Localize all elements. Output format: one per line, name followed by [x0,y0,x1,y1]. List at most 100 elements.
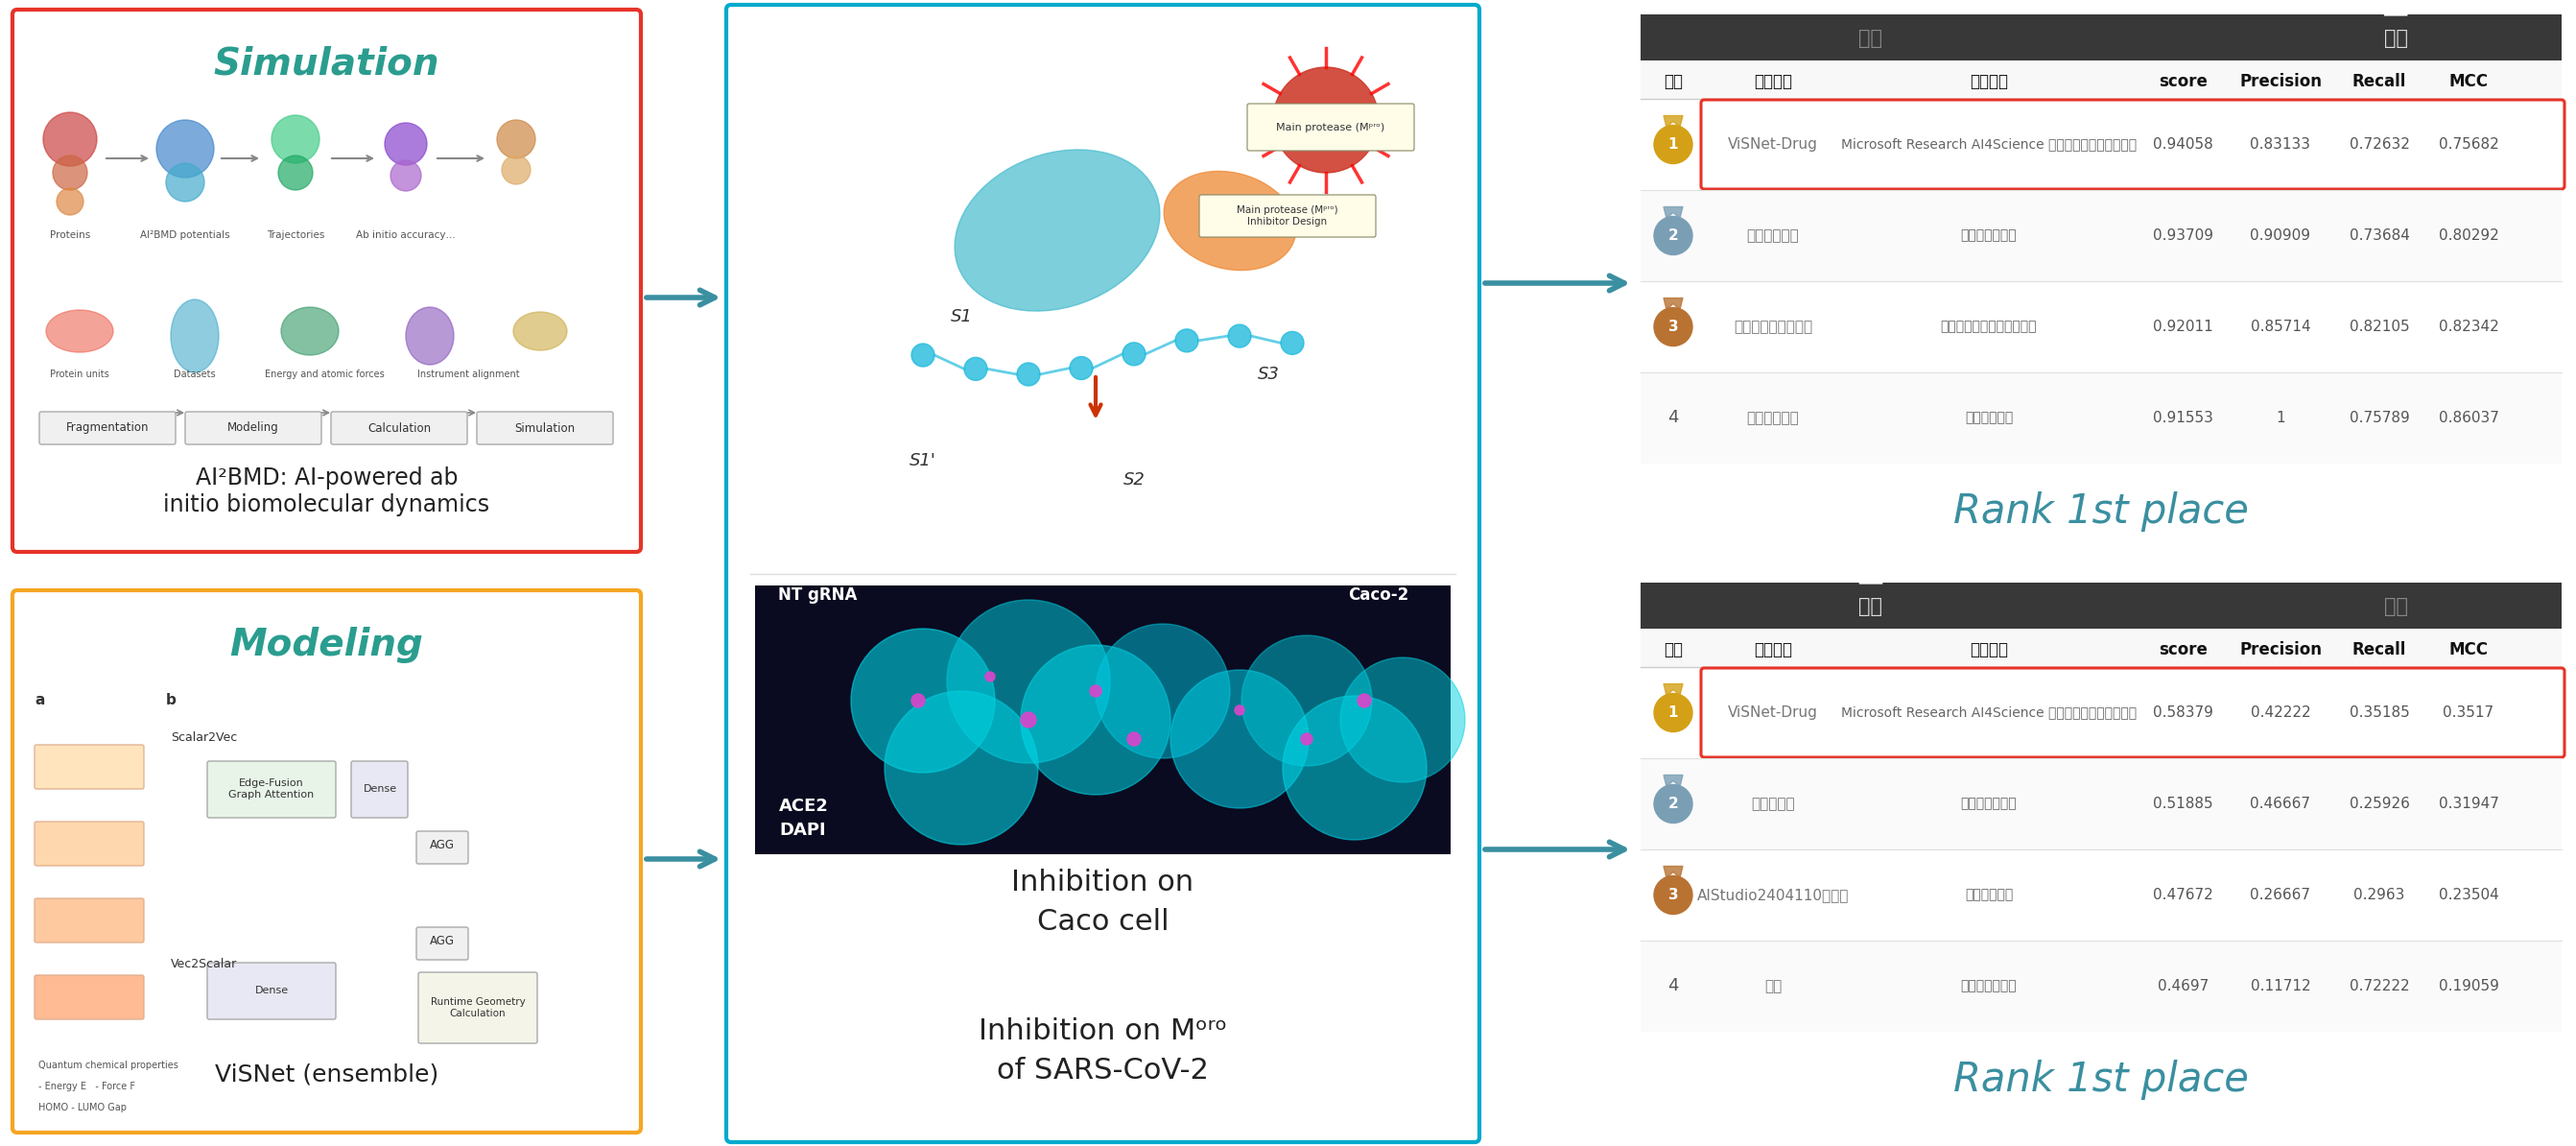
Circle shape [912,694,925,707]
Text: 碛基互补配队: 碛基互补配队 [1747,410,1798,425]
FancyBboxPatch shape [350,761,407,818]
Circle shape [1090,685,1103,697]
Circle shape [1654,785,1692,823]
Text: 0.82105: 0.82105 [2349,320,2409,333]
Text: 0.90909: 0.90909 [2251,228,2311,243]
Text: 复赛: 复赛 [1860,597,1883,617]
FancyBboxPatch shape [33,898,144,942]
Circle shape [497,120,536,158]
Text: Ab initio accuracy…: Ab initio accuracy… [355,230,456,240]
Text: NT gRNA: NT gRNA [778,587,858,604]
Text: S2: S2 [1123,471,1144,488]
Circle shape [502,156,531,185]
Text: DAPI: DAPI [778,822,827,839]
Text: 0.2963: 0.2963 [2354,888,2406,902]
Text: 0.23504: 0.23504 [2439,888,2499,902]
Circle shape [1654,876,1692,915]
Circle shape [270,116,319,163]
Text: 0.75682: 0.75682 [2439,138,2499,151]
Text: Scalar2Vec: Scalar2Vec [170,731,237,744]
FancyBboxPatch shape [13,9,641,552]
Text: 0.58379: 0.58379 [2154,706,2213,720]
Text: S1: S1 [951,308,971,325]
Bar [1641,941,2561,1031]
FancyBboxPatch shape [33,745,144,788]
Text: 0.82342: 0.82342 [2439,320,2499,333]
Text: 4: 4 [1667,978,1680,995]
Text: Dense: Dense [363,784,397,794]
Circle shape [1654,307,1692,346]
Ellipse shape [513,312,567,351]
Bar [1641,629,2561,667]
Text: a: a [33,693,44,708]
Bar [755,586,1450,854]
Text: 0.93709: 0.93709 [2154,228,2213,243]
Bar [1641,582,2561,629]
Polygon shape [1664,298,1682,309]
Text: Recall: Recall [2352,641,2406,659]
Text: 0.75789: 0.75789 [2349,410,2409,425]
Circle shape [884,691,1038,845]
Circle shape [384,123,428,165]
Circle shape [1358,694,1370,707]
FancyBboxPatch shape [417,831,469,864]
Text: 1: 1 [1669,138,1677,151]
Bar [1641,61,2561,99]
Text: 3: 3 [1669,888,1680,902]
Text: score: score [2159,641,2208,659]
Text: - Energy E   - Force F: - Energy E - Force F [39,1082,137,1091]
Text: Datasets: Datasets [173,369,216,379]
Text: 1: 1 [1669,706,1677,720]
Bar [1641,667,2561,759]
Polygon shape [1664,775,1682,786]
Circle shape [1128,732,1141,746]
Text: 0.72222: 0.72222 [2349,979,2409,994]
Text: 0.19059: 0.19059 [2439,979,2499,994]
Text: 0.35185: 0.35185 [2349,706,2409,720]
Text: ACE2: ACE2 [778,798,829,815]
Text: 初赛: 初赛 [2383,29,2409,48]
Circle shape [1229,324,1252,347]
Text: 0.94058: 0.94058 [2154,138,2213,151]
Circle shape [1273,68,1378,173]
Text: 0.11712: 0.11712 [2251,979,2311,994]
FancyBboxPatch shape [477,411,613,445]
Text: 昆明理工大学: 昆明理工大学 [1965,411,2012,425]
Text: Protein units: Protein units [49,369,108,379]
Text: Inhibition on Mᵒʳᵒ
of SARS-CoV-2: Inhibition on Mᵒʳᵒ of SARS-CoV-2 [979,1018,1226,1084]
Text: Rank 1st place: Rank 1st place [1953,1060,2249,1100]
Text: 0.3517: 0.3517 [2442,706,2494,720]
Ellipse shape [170,299,219,372]
Bar [1641,759,2561,849]
Circle shape [963,358,987,380]
FancyBboxPatch shape [33,822,144,865]
Text: 中国科学院大学: 中国科学院大学 [1960,229,2017,242]
Text: Precision: Precision [2239,641,2321,659]
Polygon shape [2385,2,2409,15]
Text: 1: 1 [2275,410,2285,425]
Text: 0.47672: 0.47672 [2154,888,2213,902]
Circle shape [57,188,82,215]
Circle shape [1123,343,1146,366]
Circle shape [984,672,994,682]
Text: ViSNet (ensemble): ViSNet (ensemble) [214,1063,438,1086]
Text: Recall: Recall [2352,73,2406,91]
FancyBboxPatch shape [13,590,641,1132]
Text: score: score [2159,73,2208,91]
FancyBboxPatch shape [417,927,469,960]
Ellipse shape [281,307,337,355]
Text: 南京冰鉴信息科技有限公司: 南京冰鉴信息科技有限公司 [1940,320,2038,333]
Text: ViSNet-Drug: ViSNet-Drug [1728,706,1819,720]
Polygon shape [1664,116,1682,127]
Text: 2: 2 [1669,796,1680,811]
Text: HOMO - LUMO Gap: HOMO - LUMO Gap [39,1102,126,1113]
Text: Modeling: Modeling [229,627,422,664]
Text: 0.51885: 0.51885 [2154,796,2213,811]
Text: 0.26667: 0.26667 [2251,888,2311,902]
Text: Caco-2: Caco-2 [1347,587,1409,604]
Text: 0.91553: 0.91553 [2154,410,2213,425]
Text: 上海药物研究所: 上海药物研究所 [1960,980,2017,992]
Bar [1641,849,2561,941]
Circle shape [392,160,422,191]
Text: MCC: MCC [2450,641,2488,659]
